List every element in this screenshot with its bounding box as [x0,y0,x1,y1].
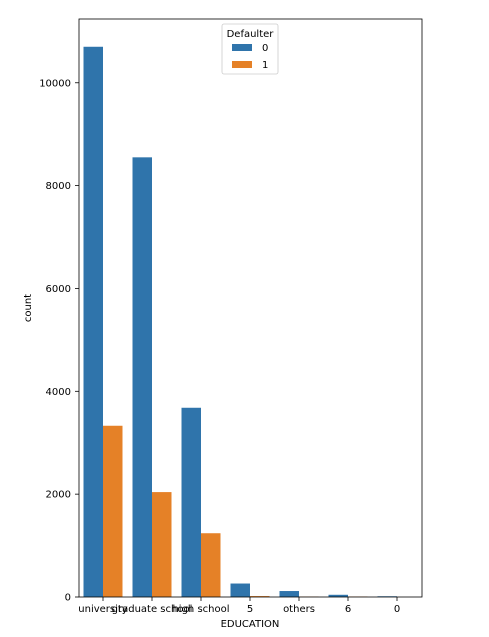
bars-layer [83,46,397,598]
bar-university-series-0 [83,46,103,598]
legend: Defaulter 0 1 [221,23,279,75]
plot-frame [78,18,423,598]
x-tick-label-5: 5 [247,604,253,615]
x-tick-label-0: 0 [394,604,400,615]
bar-high-school-series-1 [201,533,221,597]
legend-label-1: 1 [262,60,268,71]
x-tick-label-others: others [283,604,315,615]
x-tick-label-6: 6 [345,604,351,615]
bar-graduate-school-series-0 [132,157,152,598]
bar-graduate-school-series-1 [152,492,172,597]
y-tick-label-4000: 4000 [46,387,71,398]
y-tick-label-6000: 6000 [46,284,71,295]
bar-5-series-0 [230,583,250,597]
y-tick-label-10000: 10000 [39,78,71,89]
y-tick-label-2000: 2000 [46,490,71,501]
bar-high-school-series-0 [181,407,201,597]
bar-5-series-1 [250,596,270,597]
legend-label-0: 0 [262,43,268,54]
x-tick-label-graduate-school: graduate school [112,604,193,615]
x-axis-label: EDUCATION [221,619,280,630]
y-tick-label-8000: 8000 [46,181,71,192]
legend-title: Defaulter [227,29,275,40]
x-tick-label-university: university [78,604,128,615]
bar-university-series-1 [103,425,123,597]
legend-swatch-1 [232,61,252,68]
y-axis-label: count [23,294,34,322]
x-tick-label-high-school: high school [172,604,229,615]
y-tick-label-0: 0 [65,593,71,604]
y-axis: 0 2000 4000 6000 8000 10000 [39,78,79,604]
bar-others-series-0 [279,591,299,597]
legend-swatch-0 [232,44,252,51]
bar-6-series-0 [328,594,348,597]
